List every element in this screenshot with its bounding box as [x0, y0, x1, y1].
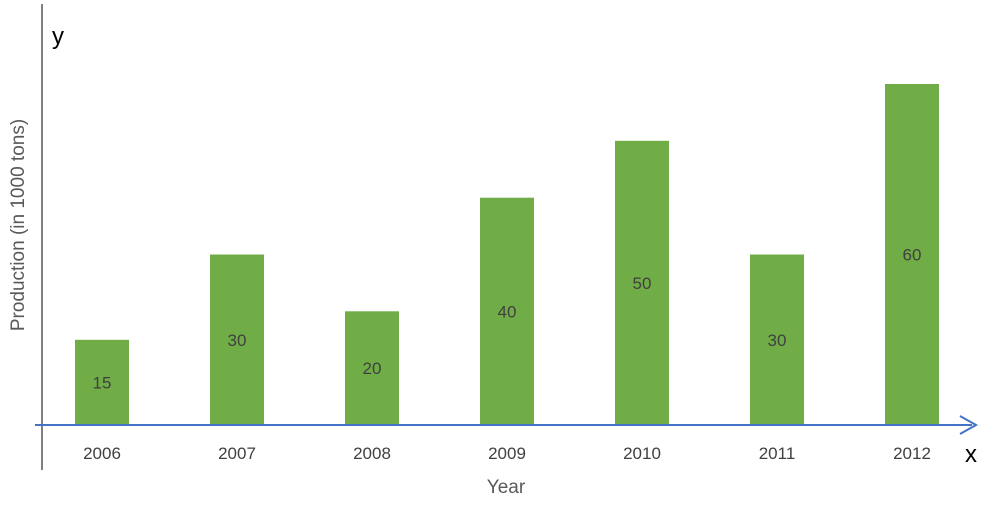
x-axis-letter: x [965, 441, 977, 468]
value-label-2008: 20 [363, 359, 382, 378]
x-tick-labels-group: 2006 2007 2008 2009 2010 2011 2012 [83, 444, 931, 463]
x-axis-arrowhead [959, 415, 979, 435]
x-tick-label-2009: 2009 [488, 444, 526, 463]
y-axis-title: Production (in 1000 tons) [8, 119, 29, 331]
bar-2009 [480, 197, 534, 425]
x-tick-label-2010: 2010 [623, 444, 661, 463]
value-labels-group: 15 30 20 40 50 30 60 [93, 246, 922, 393]
bar-2008 [345, 311, 399, 425]
bar-2006 [75, 339, 129, 426]
bars-group [75, 84, 939, 426]
x-tick-label-2012: 2012 [893, 444, 931, 463]
value-label-2010: 50 [633, 274, 652, 293]
x-tick-label-2008: 2008 [353, 444, 391, 463]
value-label-2011: 30 [768, 331, 787, 350]
bar-2012 [885, 84, 939, 425]
bar-2007 [210, 254, 264, 425]
value-label-2006: 15 [93, 373, 112, 392]
bar-2010 [615, 140, 669, 426]
x-tick-label-2007: 2007 [218, 444, 256, 463]
value-label-2007: 30 [228, 331, 247, 350]
value-label-2009: 40 [498, 302, 517, 321]
x-tick-label-2006: 2006 [83, 444, 121, 463]
x-tick-label-2011: 2011 [759, 444, 796, 463]
x-axis-title: Year [487, 477, 526, 498]
bar-2011 [750, 254, 804, 425]
y-axis-letter: y [52, 23, 64, 50]
value-label-2012: 60 [903, 246, 922, 265]
